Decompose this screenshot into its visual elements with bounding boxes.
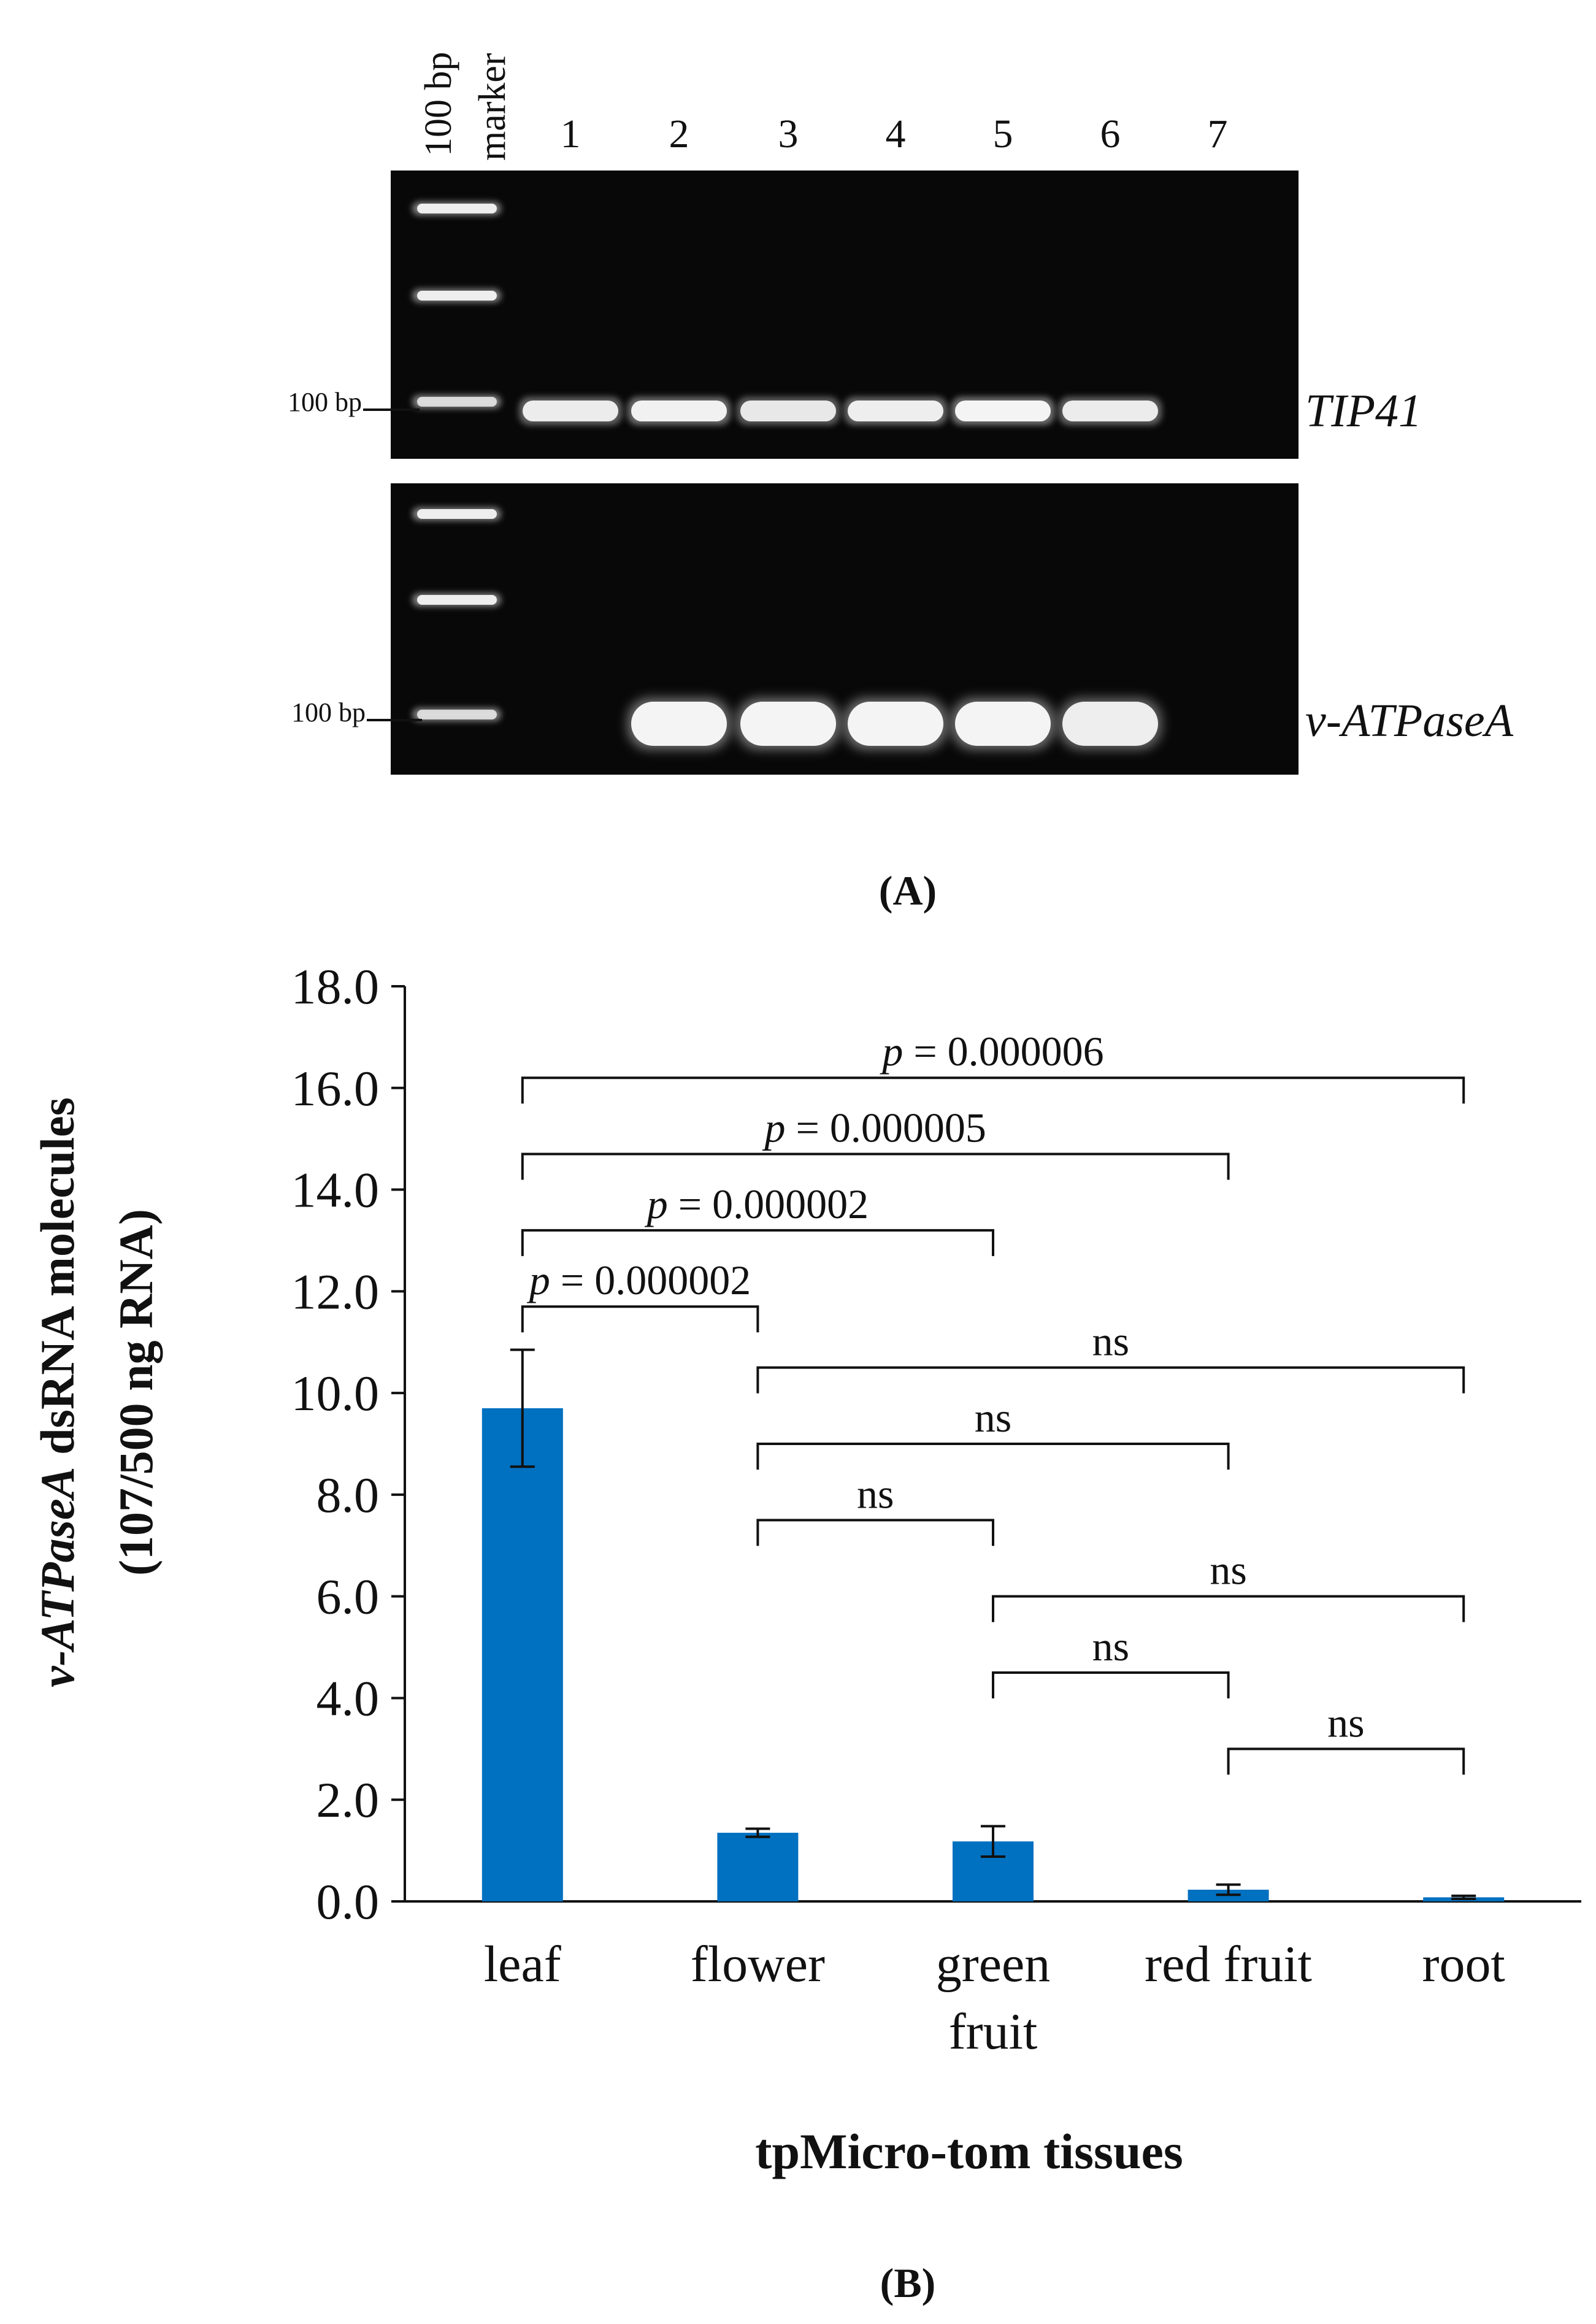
lane-number-3: 3 — [778, 112, 799, 156]
bracket-3-4: ns — [1227, 1699, 1465, 1775]
x-tick-label: green — [936, 1936, 1051, 1993]
bracket-2-4: ns — [992, 1547, 1465, 1622]
bar-leaf — [481, 1408, 563, 1901]
y-tick-label: 10.0 — [291, 1365, 380, 1421]
gene-label-bottom: v-ATPaseA — [1305, 695, 1514, 746]
marker-band — [417, 291, 497, 301]
marker-label-line2: marker — [472, 53, 513, 161]
bracket-label: ns — [975, 1394, 1011, 1441]
bracket-1-3: ns — [756, 1394, 1230, 1470]
y-tick-label: 12.0 — [291, 1264, 380, 1319]
y-tick-label: 4.0 — [317, 1670, 380, 1726]
bar-chart: v-ATPaseA dsRNA molecules (107/500 ng RN… — [31, 959, 1581, 2306]
y-axis-title-line2: (107/500 ng RNA) — [109, 1209, 163, 1576]
band-lane-5 — [955, 702, 1051, 746]
bracket-label: ns — [1092, 1318, 1129, 1365]
band-lane-6 — [1062, 702, 1158, 746]
y-axis-title-line1: v-ATPaseA dsRNA molecules — [31, 1097, 84, 1687]
bracket-label: ns — [1092, 1623, 1129, 1670]
error-bar-flower — [745, 1827, 770, 1838]
bracket-label: p = 0.000006 — [880, 1028, 1103, 1075]
bracket-1-4: ns — [756, 1318, 1465, 1394]
band-lane-1 — [523, 401, 618, 421]
caption-b: (B) — [880, 2260, 936, 2306]
bracket-label: ns — [1210, 1547, 1246, 1593]
marker-label-line1: 100 bp — [418, 52, 459, 157]
bracket-0-4: p = 0.000006 — [521, 1028, 1465, 1104]
marker-band — [417, 509, 497, 519]
error-bar-root — [1451, 1894, 1476, 1900]
marker-band — [417, 710, 497, 719]
band-lane-2 — [631, 401, 727, 421]
bracket-label: ns — [857, 1470, 894, 1517]
bracket-label: p = 0.000005 — [762, 1105, 986, 1151]
x-axis-title: tpMicro-tom tissues — [755, 2123, 1183, 2179]
y-axis: 0.0 2.0 4.0 6.0 8.0 10.0 12.0 14.0 16.0 18.0 — [291, 959, 405, 1930]
error-bar-green-fruit — [981, 1825, 1005, 1858]
caption-a: (A) — [879, 867, 937, 914]
x-tick-label: flower — [691, 1936, 825, 1993]
band-lane-3 — [740, 401, 836, 421]
lane-number-7: 7 — [1208, 112, 1228, 156]
lane-number-2: 2 — [669, 112, 689, 156]
bracket-1-2: ns — [756, 1470, 994, 1546]
band-lane-3 — [740, 702, 836, 746]
y-tick-label: 8.0 — [317, 1467, 380, 1523]
x-tick-label: leaf — [484, 1936, 561, 1993]
marker-band — [417, 595, 497, 605]
bracket-2-3: ns — [992, 1623, 1230, 1698]
band-lane-4 — [848, 702, 943, 746]
bracket-label: p = 0.000002 — [645, 1181, 869, 1227]
y-tick-label: 6.0 — [317, 1569, 380, 1625]
x-tick-label: root — [1422, 1936, 1505, 1993]
lane-number-4: 4 — [886, 112, 906, 156]
y-tick-label: 18.0 — [291, 959, 380, 1014]
lane-number-5: 5 — [993, 112, 1013, 156]
bracket-0-3: p = 0.000005 — [521, 1105, 1230, 1180]
size-label-bottom: 100 bp — [291, 697, 366, 727]
bands-top — [519, 397, 1162, 425]
lane-numbers: 1 2 3 4 5 6 7 — [561, 112, 1228, 156]
bracket-0-1: p = 0.000002 — [521, 1257, 759, 1333]
y-axis-title: v-ATPaseA dsRNA molecules (107/500 ng RN… — [31, 1097, 163, 1687]
y-tick-label: 16.0 — [291, 1060, 380, 1116]
x-tick-label: red fruit — [1145, 1936, 1312, 1993]
y-tick-label: 0.0 — [317, 1874, 380, 1930]
error-bars — [510, 1348, 1476, 1900]
band-lane-4 — [848, 401, 943, 421]
x-tick-label: fruit — [949, 2003, 1038, 2060]
significance-brackets: p = 0.000006 p = 0.000005 p = 0.000002 p = … — [521, 1028, 1465, 1775]
gel-panel: 100 bp marker 1 2 3 4 5 6 7 100 bp 100 bp TIP4… — [288, 52, 1514, 915]
error-bar-leaf — [510, 1348, 535, 1468]
gene-label-top: TIP41 — [1305, 385, 1422, 437]
bracket-label: p = 0.000002 — [527, 1257, 751, 1303]
marker-band — [417, 397, 497, 407]
bracket-label: ns — [1327, 1699, 1364, 1746]
bracket-0-2: p = 0.000002 — [521, 1181, 994, 1256]
x-axis-labels: leaf flower green fruit red fruit root — [484, 1936, 1505, 2060]
marker-band — [417, 204, 497, 213]
band-lane-6 — [1062, 401, 1158, 421]
bands-bottom — [627, 698, 1162, 750]
error-bar-red fruit — [1216, 1883, 1241, 1896]
band-lane-2 — [631, 702, 727, 746]
lane-number-6: 6 — [1100, 112, 1121, 156]
bars — [481, 1408, 1505, 1901]
size-label-top: 100 bp — [288, 387, 362, 417]
bar-flower — [717, 1833, 799, 1901]
lane-number-1: 1 — [561, 112, 581, 156]
y-tick-label: 14.0 — [291, 1162, 380, 1218]
band-lane-5 — [955, 401, 1051, 421]
marker-ladder-bottom — [412, 507, 501, 721]
marker-ladder-top — [412, 202, 501, 408]
y-tick-label: 2.0 — [317, 1772, 380, 1828]
